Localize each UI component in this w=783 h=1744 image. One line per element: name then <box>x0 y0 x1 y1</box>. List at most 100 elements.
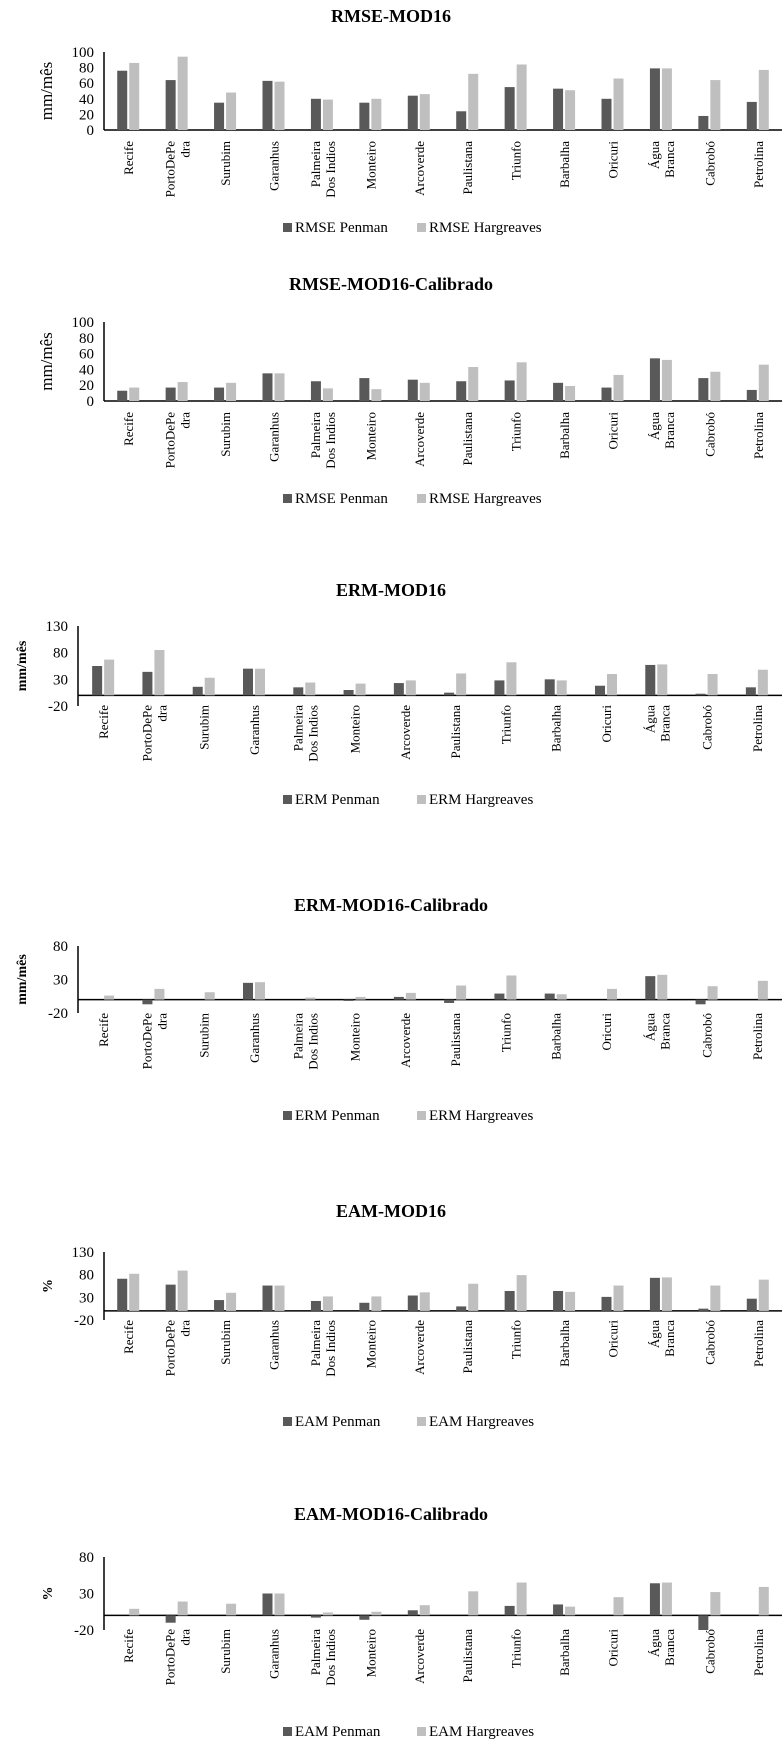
bar-penman <box>746 389 757 401</box>
y-tick-label: 80 <box>79 61 94 77</box>
x-tick-label-line: Garanhus <box>267 1629 282 1679</box>
chart-panel: ERM-MOD16-Calibrado mm/mês -20 30 80 Recife Po… <box>15 895 782 1124</box>
x-tick-label: Petrolina <box>751 1629 766 1676</box>
chart-title: EAM-MOD16-Calibrado <box>294 1504 488 1524</box>
bar-hargreaves <box>154 650 165 696</box>
x-tick-label-line: Recife <box>96 705 111 739</box>
bar-hargreaves <box>516 1582 527 1616</box>
x-tick-label-line: Barbalha <box>557 1320 572 1367</box>
x-tick-label-line: Palmeira <box>308 412 323 458</box>
x-tick-label-line: Água <box>647 412 662 440</box>
x-tick-label-line: Água <box>647 141 662 169</box>
bar-hargreaves <box>154 988 165 1000</box>
x-tick-label: ÁguaBranca <box>642 705 672 742</box>
x-tick-label-line: Monteiro <box>363 1320 378 1368</box>
x-tick-label-line: Paulistana <box>448 705 463 759</box>
x-tick-label: Garanhus <box>267 1320 282 1370</box>
x-tick-label: PortoDePedra <box>163 412 193 469</box>
bar-penman <box>504 87 515 130</box>
bar-hargreaves <box>468 73 479 130</box>
x-tick-label-line: Monteiro <box>363 1629 378 1677</box>
x-tick-label-line: Branca <box>662 1629 677 1666</box>
y-tick-label: -20 <box>48 1006 68 1022</box>
bar-hargreaves <box>405 680 416 696</box>
x-tick-label-line: Petrolina <box>751 141 766 188</box>
y-tick-label: 60 <box>79 76 94 92</box>
x-tick-label: Triunfo <box>509 141 524 180</box>
x-tick-label-line: Arcoverde <box>412 412 427 467</box>
y-tick-label: 100 <box>72 315 95 331</box>
x-tick-label: Triunfo <box>509 1629 524 1668</box>
x-tick-label-line: Cabrobó <box>702 1629 717 1674</box>
x-tick-label-line: dra <box>178 1320 193 1337</box>
bar-hargreaves <box>371 98 382 130</box>
bar-penman <box>262 373 273 401</box>
x-tick-label-line: Petrolina <box>751 412 766 459</box>
bar-hargreaves <box>226 1603 237 1616</box>
y-axis-label: mm/mês <box>15 954 30 1005</box>
bar-hargreaves <box>661 1582 672 1616</box>
bar-penman <box>695 693 706 696</box>
legend-swatch <box>283 1417 292 1426</box>
bar-penman <box>310 98 321 130</box>
bar-hargreaves <box>305 997 316 1000</box>
chart-title: RMSE-MOD16 <box>331 6 451 26</box>
x-tick-label-line: PortoDePe <box>163 412 178 469</box>
y-axis-label: % <box>41 1279 56 1293</box>
x-tick-label: PortoDePedra <box>163 1320 193 1377</box>
bar-hargreaves <box>355 996 366 1000</box>
legend-swatch <box>417 223 426 232</box>
bar-hargreaves <box>255 668 265 696</box>
bar-penman <box>165 1284 176 1311</box>
x-tick-label: Oricuri <box>599 705 614 743</box>
legend-label: ERM Penman <box>295 1108 380 1124</box>
x-tick-label: ÁguaBranca <box>642 1013 672 1050</box>
bar-penman <box>262 80 273 130</box>
x-tick-label-line: Arcoverde <box>398 1013 413 1068</box>
bar-penman <box>649 1277 660 1311</box>
x-tick-label: Petrolina <box>751 412 766 459</box>
bar-hargreaves <box>305 682 316 696</box>
x-tick-label-line: Petrolina <box>751 1629 766 1676</box>
bar-hargreaves <box>613 78 624 130</box>
x-tick-label: Recife <box>96 705 111 739</box>
x-tick-label: Cabrobó <box>700 705 715 750</box>
bar-hargreaves <box>506 975 517 1000</box>
bar-penman <box>745 687 756 696</box>
x-tick-label: Arcoverde <box>412 1320 427 1375</box>
bar-hargreaves <box>657 974 668 1000</box>
bar-hargreaves <box>516 362 527 401</box>
x-tick-label: Surubim <box>197 705 212 750</box>
x-tick-label: Arcoverde <box>398 705 413 760</box>
bar-penman <box>393 683 404 696</box>
x-tick-label-line: dra <box>154 705 169 722</box>
bar-hargreaves <box>661 68 672 130</box>
bar-hargreaves <box>322 1612 333 1616</box>
x-tick-label-line: Arcoverde <box>398 705 413 760</box>
x-tick-label-line: Paulistana <box>460 141 475 195</box>
bar-hargreaves <box>322 99 333 130</box>
bar-hargreaves <box>468 367 479 401</box>
legend-swatch <box>283 223 292 232</box>
x-tick-label: Recife <box>121 1320 136 1354</box>
bar-hargreaves <box>129 1273 140 1311</box>
x-tick-label: Cabrobó <box>702 1629 717 1674</box>
x-tick-label-line: Surubim <box>218 1629 233 1674</box>
bar-hargreaves <box>556 680 567 696</box>
x-tick-label-line: Branca <box>662 412 677 449</box>
bar-penman <box>407 95 418 130</box>
x-tick-label: Triunfo <box>509 1320 524 1359</box>
legend: EAM Penman EAM Hargreaves <box>283 1414 534 1430</box>
bar-penman <box>553 88 564 130</box>
bar-penman <box>456 1306 467 1311</box>
x-tick-label-line: Água <box>642 1013 657 1041</box>
x-tick-label: PalmeiraDos Indios <box>290 705 320 762</box>
legend-swatch <box>283 1111 292 1120</box>
bar-hargreaves <box>274 1593 285 1616</box>
x-tick-label: PortoDePedra <box>139 705 169 762</box>
x-tick-label: ÁguaBranca <box>647 1320 677 1357</box>
x-tick-label-line: dra <box>178 141 193 158</box>
x-tick-label: Monteiro <box>363 141 378 189</box>
